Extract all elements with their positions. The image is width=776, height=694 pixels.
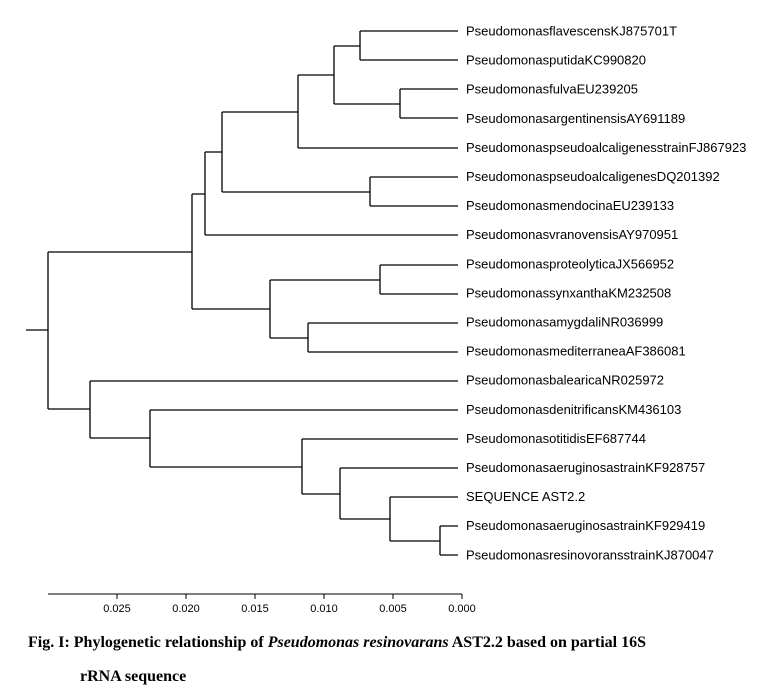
- node-otitidis-group: [150, 439, 303, 494]
- leaf-label: PseudomonasamygdaliNR036999: [466, 315, 663, 330]
- axis-tick-label: 0.005: [379, 603, 407, 615]
- leaf-label: PseudomonasflavescensKJ875701T: [466, 24, 677, 39]
- figure-caption: Fig. I: Phylogenetic relationship of Pse…: [28, 626, 768, 694]
- leaf-label: SEQUENCE AST2.2: [466, 489, 585, 504]
- phylogenetic-tree: PseudomonasflavescensKJ875701T Pseudomona…: [26, 24, 746, 615]
- leaf-label: PseudomonassynxanthaKM232508: [466, 285, 671, 300]
- leaf-label: PseudomonasaeruginosastrainKF928757: [466, 460, 705, 475]
- leaf-label: PseudomonasfulvaEU239205: [466, 82, 638, 97]
- leaf-labels: PseudomonasflavescensKJ875701T Pseudomona…: [466, 24, 746, 563]
- leaf-label: PseudomonasargentinensisAY691189: [466, 111, 685, 126]
- leaf-label: PseudomonasputidaKC990820: [466, 53, 646, 68]
- node-denitrificans-group: [90, 410, 151, 467]
- node-sequence-group: [340, 497, 391, 541]
- axis-tick-label: 0.010: [310, 603, 338, 615]
- axis-tick-label: 0.025: [103, 603, 131, 615]
- leaf-label: PseudomonasaeruginosastrainKF929419: [466, 518, 705, 533]
- node-lower-group: [48, 381, 91, 438]
- leaf-label: PseudomonasvranovensisAY970951: [466, 227, 678, 242]
- node-clade-a: [298, 46, 335, 104]
- scale-axis: 0.025 0.020 0.015 0.010 0.005 0.000: [48, 593, 476, 615]
- leaf-label: PseudomonaspseudoalcaligenesstrainFJ8679…: [466, 140, 746, 155]
- node-pseudoalcaligenes-mendocina: [222, 177, 371, 206]
- node-amygdali-mediterranea: [270, 323, 309, 352]
- axis-tick-label: 0.015: [241, 603, 269, 615]
- leaf-label: PseudomonasresinovoransstrainKJ870047: [466, 547, 714, 562]
- leaf-label: PseudomonasmendocinaEU239133: [466, 198, 674, 213]
- caption-suffix: AST2.2 based on partial 16S: [448, 634, 647, 651]
- axis-tick-label: 0.020: [172, 603, 200, 615]
- leaf-label: PseudomonasbalearicaNR025972: [466, 373, 664, 388]
- leaf-label: PseudomonasdenitrificansKM436103: [466, 402, 681, 417]
- axis-tick-label: 0.000: [448, 603, 476, 615]
- caption-line2: rRNA sequence: [80, 668, 187, 685]
- node-aeruginosa-resinovorans: [390, 526, 441, 555]
- caption-species: Pseudomonas resinovarans: [267, 634, 449, 651]
- node-aeruginosa-group: [302, 468, 341, 519]
- leaf-label: PseudomonasotitidisEF687744: [466, 431, 646, 446]
- node-clade-b: [222, 75, 299, 148]
- node-clade-e: [192, 280, 271, 338]
- node-fulva-argentinensis: [334, 89, 401, 118]
- axis-ticks: 0.025 0.020 0.015 0.010 0.005 0.000: [103, 594, 476, 615]
- node-clade-c: [205, 112, 223, 192]
- caption-prefix: Fig. I: Phylogenetic relationship of: [28, 634, 268, 651]
- leaf-label: PseudomonasproteolyticaJX566952: [466, 256, 674, 271]
- node-root: [26, 252, 49, 409]
- node-proteolytica-synxantha: [270, 265, 381, 294]
- node-flavescens-putida: [334, 31, 361, 60]
- leaf-label: PseudomonaspseudoalcaligenesDQ201392: [466, 169, 720, 184]
- node-clade-d: [192, 152, 206, 235]
- node-upper-group: [48, 194, 193, 309]
- tree-branches: [26, 30, 458, 556]
- leaf-label: PseudomonasmediterraneaAF386081: [466, 344, 686, 359]
